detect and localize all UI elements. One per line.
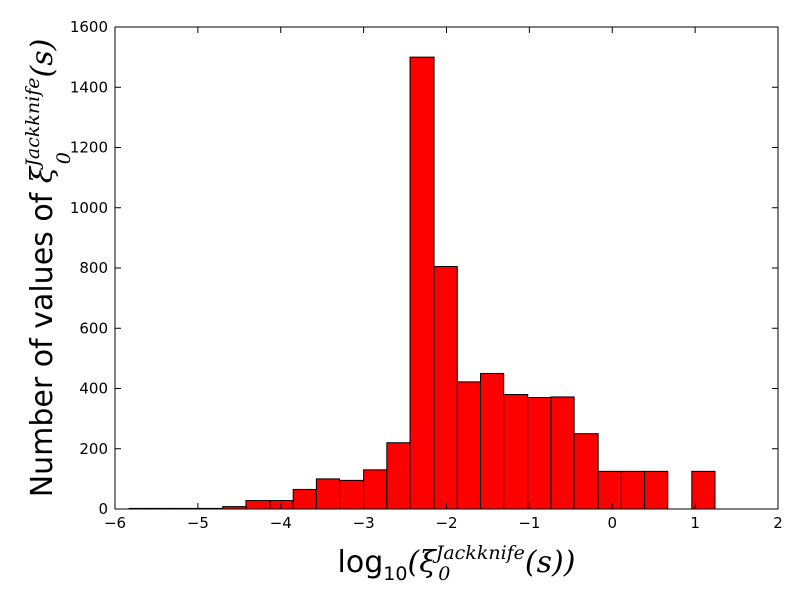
histogram-bar: [550, 396, 575, 510]
histogram-bar: [386, 442, 411, 510]
x-tick-label: 0: [607, 514, 617, 532]
histogram-bar: [620, 470, 646, 510]
histogram-bar: [573, 433, 599, 510]
y-axis-title-prefix: Number of values of: [25, 183, 60, 497]
y-tick-label: 1200: [70, 139, 108, 157]
y-axis-title-symbol-subscript: 0: [53, 152, 75, 164]
x-tick-label: −5: [187, 514, 209, 532]
bars-layer: [128, 56, 716, 510]
histogram-bar: [644, 470, 669, 510]
histogram-bar: [433, 265, 458, 510]
tick-labels-layer: −6 −5 −4 −3 −2 −1 0 1 2 0 200 400 600 800 1000 1200 1400…: [70, 18, 783, 532]
y-tick-label: 800: [79, 259, 108, 277]
x-axis-title-symbol: ξ: [419, 545, 437, 580]
histogram-bar: [292, 488, 317, 510]
histogram-bar: [339, 479, 365, 510]
y-tick-label: 400: [79, 380, 108, 398]
histogram-bar: [315, 478, 341, 510]
x-axis-title-symbol-subscript: 0: [438, 563, 450, 585]
y-axis-title: Number of values of ξJackknife(s): [22, 39, 60, 498]
histogram-bar: [527, 397, 552, 510]
y-tick-label: 0: [98, 500, 108, 518]
histogram-bar: [503, 394, 529, 510]
x-tick-label: −6: [104, 514, 126, 532]
histogram-bar: [269, 500, 294, 510]
x-tick-label: 2: [773, 514, 783, 532]
y-tick-label: 600: [79, 319, 108, 337]
x-axis-title-argument: (s): [525, 545, 564, 580]
histogram-bar: [479, 372, 505, 510]
y-axis-title-argument: (s): [25, 39, 60, 78]
x-tick-label: −2: [435, 514, 457, 532]
x-axis-title-subscript: 10: [383, 563, 407, 585]
x-axis-title: log10(ξJackknife(s)): [338, 542, 576, 585]
x-tick-label: −3: [353, 514, 375, 532]
x-tick-label: 1: [690, 514, 700, 532]
histogram-bar: [363, 469, 388, 510]
y-tick-label: 1600: [70, 18, 108, 36]
histogram-bar: [409, 56, 435, 510]
x-axis-title-open-paren: (: [407, 545, 420, 580]
histogram-bar: [456, 381, 481, 510]
x-tick-label: −4: [270, 514, 292, 532]
x-axis-title-close-paren: ): [563, 545, 576, 580]
histogram-bar: [245, 500, 271, 510]
y-axis-title-symbol: ξ: [25, 165, 60, 183]
x-axis-title-superscript: Jackknife: [432, 542, 525, 564]
x-tick-label: −1: [518, 514, 540, 532]
y-tick-label: 1000: [70, 199, 108, 217]
y-tick-label: 1400: [70, 78, 108, 96]
x-axis-title-prefix: log: [338, 545, 384, 580]
y-tick-label: 200: [79, 440, 108, 458]
plot-frame: [114, 26, 779, 510]
y-axis-title-superscript: Jackknife: [22, 78, 44, 171]
histogram-bar: [597, 470, 622, 510]
